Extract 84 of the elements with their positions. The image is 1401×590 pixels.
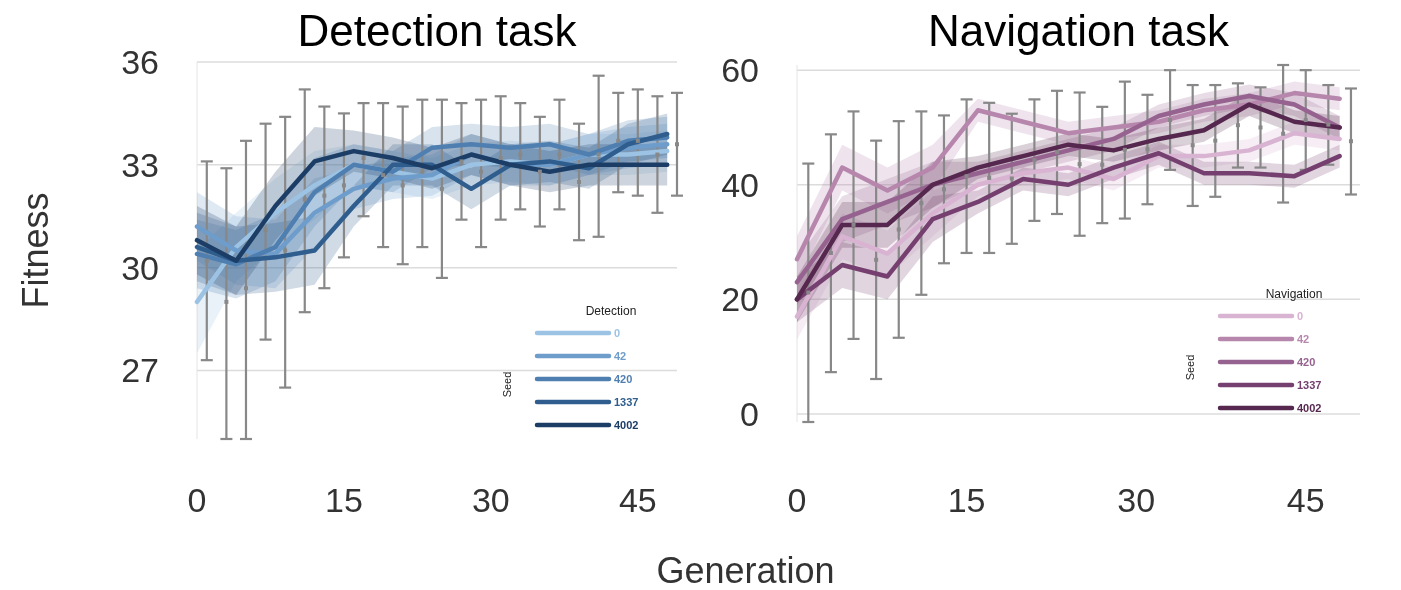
x-tick-label: 0 xyxy=(187,481,207,519)
text: 42 xyxy=(1297,332,1310,345)
text: 0 xyxy=(1297,309,1304,322)
y-tick-label: 40 xyxy=(721,165,759,204)
point xyxy=(675,142,679,147)
point xyxy=(596,152,601,157)
x-tick-label: 15 xyxy=(947,481,986,519)
text: 1337 xyxy=(614,395,639,408)
point xyxy=(828,250,833,255)
text: 420 xyxy=(614,372,633,385)
point xyxy=(1100,162,1105,167)
x-tick-label: 30 xyxy=(1117,481,1156,519)
text: 42 xyxy=(614,349,627,362)
point xyxy=(322,193,327,198)
y-tick-label: 0 xyxy=(740,394,759,433)
x-tick-label: 0 xyxy=(787,481,807,519)
point xyxy=(1281,131,1286,136)
point xyxy=(987,175,992,180)
point xyxy=(302,197,307,202)
y-tick-label: 33 xyxy=(121,145,159,184)
point xyxy=(381,173,386,178)
point xyxy=(439,186,444,191)
point xyxy=(1258,125,1263,130)
point xyxy=(1303,118,1308,123)
point xyxy=(341,183,346,188)
point xyxy=(479,169,484,174)
point xyxy=(224,299,229,304)
point xyxy=(577,179,582,184)
text: 420 xyxy=(1297,355,1316,368)
x-tick-label: 30 xyxy=(471,481,510,519)
point xyxy=(1213,138,1218,143)
point xyxy=(1190,143,1195,148)
point xyxy=(1145,147,1150,152)
point xyxy=(964,174,969,179)
x-tick-label: 45 xyxy=(1286,481,1325,519)
y-tick-label: 36 xyxy=(121,42,159,81)
point xyxy=(1168,118,1173,123)
point xyxy=(635,138,640,143)
x-tick-label: 45 xyxy=(618,481,657,519)
point xyxy=(919,201,924,206)
point xyxy=(400,183,405,188)
point xyxy=(459,159,464,164)
point xyxy=(283,248,288,253)
point xyxy=(420,169,425,174)
x-tick-label: 15 xyxy=(325,481,363,519)
point xyxy=(537,169,542,174)
point xyxy=(204,258,209,263)
point xyxy=(1055,150,1060,155)
point xyxy=(1122,147,1127,152)
legend-title: Navigation xyxy=(1265,287,1323,301)
chart-title: Detection task xyxy=(297,6,578,55)
point xyxy=(1235,123,1240,128)
x-axis-title: Generation xyxy=(656,550,835,590)
point xyxy=(1032,158,1037,163)
point xyxy=(1009,176,1014,181)
point xyxy=(851,222,856,227)
text: 0 xyxy=(614,326,621,339)
point xyxy=(655,152,660,157)
text: 4002 xyxy=(1297,401,1322,414)
y-tick-label: 20 xyxy=(721,280,759,319)
annotation: Seed xyxy=(501,371,513,398)
point xyxy=(1077,162,1082,167)
legend-title: Detection xyxy=(585,304,637,318)
text: 4002 xyxy=(614,418,639,431)
point xyxy=(941,187,946,192)
point xyxy=(896,227,901,232)
text: 1337 xyxy=(1297,378,1322,391)
y-axis-title: Fitness xyxy=(15,192,56,309)
y-tick-label: 60 xyxy=(721,51,759,90)
y-tick-label: 27 xyxy=(121,351,159,390)
y-tick-label: 30 xyxy=(121,248,159,287)
point xyxy=(263,227,268,232)
point xyxy=(1326,122,1331,127)
point xyxy=(1348,139,1353,144)
point xyxy=(557,152,562,157)
point xyxy=(361,155,366,160)
annotation: Seed xyxy=(1184,354,1196,381)
point xyxy=(243,286,248,291)
point xyxy=(498,155,503,160)
point xyxy=(874,257,879,262)
point xyxy=(806,290,811,295)
point xyxy=(518,152,523,157)
point xyxy=(616,138,621,143)
chart-title: Navigation task xyxy=(928,6,1230,55)
